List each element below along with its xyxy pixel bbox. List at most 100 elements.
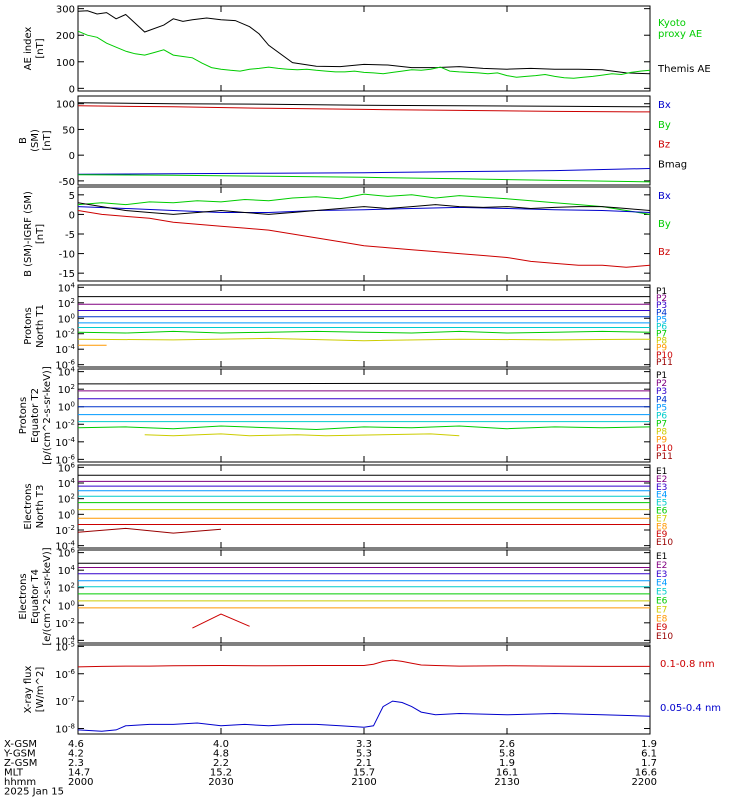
axis-row-value: 2000: [68, 777, 93, 788]
panel-electrons_e: 106 104 102 100 10-2 10-4 Electrons Equator T4[…: [18, 547, 673, 648]
y-tick-label: 102: [58, 582, 75, 595]
time-axis-table: X-GSM 4.6 4.0 3.3 2.6 1.9 Y-GSM 4.2 4.8 5.3 5.8 6.1…: [3, 739, 657, 798]
y-axis-label: Equator T2: [30, 388, 41, 443]
legend-entry: P4: [656, 308, 667, 318]
legend-entry: P5: [656, 403, 667, 413]
legend-entry: E2: [656, 561, 667, 571]
axis-row-label: X-GSM: [4, 739, 37, 750]
series-0.05-0.4-nm: [78, 700, 650, 732]
series-by: [78, 193, 650, 215]
series-0.1-0.8-nm: [78, 659, 650, 668]
legend-entry: P6: [656, 322, 667, 332]
y-tick-label: 0: [69, 151, 75, 162]
panel-xray: 10-5 10-6 10-7 10-8 X-ray flux [W/m^2] 0.1-0.8…: [23, 640, 721, 735]
y-tick-label: 100: [58, 312, 75, 325]
legend-entry: E1: [656, 467, 667, 477]
legend-entry: E3: [656, 570, 667, 580]
legend-entry: Bz: [658, 247, 670, 258]
panel-bsm: 100 50 0 -50 B (SM) [nT] Bx By Bz Bmag: [18, 95, 687, 188]
series-p8: [78, 337, 650, 342]
legend-entry: P3: [656, 301, 667, 311]
y-tick-label: 10-2: [55, 418, 75, 431]
legend-entry: E10: [656, 538, 673, 548]
legend-entry: P1: [656, 371, 667, 381]
y-tick-label: 100: [58, 401, 75, 414]
y-axis-label: Equator T4: [30, 569, 41, 624]
y-tick-label: 0: [69, 210, 75, 221]
axis-row-value: 15.2: [210, 768, 232, 779]
y-tick-label: 10-4: [55, 343, 75, 356]
y-tick-label: 106: [58, 547, 76, 560]
legend-entry: P2: [656, 294, 667, 304]
series-p1: [78, 382, 650, 385]
legend-entry: E3: [656, 483, 667, 493]
y-axis-label: B: [18, 137, 29, 144]
legend-entry: E6: [656, 597, 668, 607]
series-bz: [78, 210, 650, 268]
legend-entry: Bx: [658, 191, 671, 202]
y-axis-label: [nT]: [35, 224, 46, 244]
y-tick-label: 5: [69, 191, 75, 202]
y-tick-label: 100: [56, 100, 75, 111]
axis-row-value: 4.8: [213, 749, 229, 760]
panel-frame: [77, 464, 651, 549]
legend-entry: By: [658, 219, 671, 230]
legend-entry: P6: [656, 411, 667, 421]
series-bmag: [78, 102, 650, 108]
legend-entry: E10: [656, 632, 673, 642]
axis-row-label: Z-GSM: [4, 758, 37, 769]
y-tick-label: -50: [59, 177, 75, 188]
legend-entry: P7: [656, 330, 667, 340]
y-axis-label: X-ray flux: [23, 665, 34, 713]
y-tick-label: 300: [56, 5, 75, 16]
y-tick-label: 104: [58, 564, 76, 577]
y-axis-label: North T3: [35, 485, 46, 529]
series-bx: [78, 206, 650, 213]
legend-entry: By: [658, 120, 671, 131]
axis-row-value: 15.7: [353, 768, 375, 779]
legend-entry: Bx: [658, 100, 671, 111]
series-kyoto-proxy-ae: [78, 30, 650, 79]
axis-row-value: 4.6: [68, 739, 84, 750]
axis-row-value: 4.0: [213, 739, 229, 750]
y-tick-label: 102: [58, 383, 75, 396]
axis-row-label: Y-GSM: [3, 749, 36, 760]
y-axis-label: [nT]: [35, 38, 46, 58]
y-tick-label: 0: [69, 84, 75, 95]
panel-frame: [77, 5, 651, 92]
series-p8: [144, 433, 460, 437]
y-axis-label: B (SM)-IGRF (SM): [23, 191, 34, 277]
axis-row-value: 1.9: [499, 758, 515, 769]
legend-entry: P2: [656, 379, 667, 389]
panel-dbsm: 5 0 -5 -10 -15 B (SM)-IGRF (SM) [nT] Bx By Bz: [23, 186, 671, 282]
legend-entry: P10: [656, 351, 673, 361]
y-tick-label: 102: [58, 493, 75, 506]
legend-entry: E2: [656, 475, 667, 485]
axis-row-value: 2.2: [213, 758, 229, 769]
y-axis-label: Protons: [23, 307, 34, 344]
axis-row-value: 3.3: [356, 739, 372, 750]
legend-entry: P3: [656, 387, 667, 397]
axis-row-value: 5.8: [499, 749, 515, 760]
y-tick-label: 102: [58, 297, 75, 310]
axis-row-value: 16.6: [635, 768, 657, 779]
y-tick-label: 100: [58, 508, 75, 521]
axis-row-value: 2130: [494, 777, 519, 788]
y-tick-label: 10-4: [55, 540, 75, 553]
axis-row-label: hhmm: [4, 777, 36, 788]
panel-frame: [77, 644, 651, 735]
y-tick-label: -15: [59, 269, 75, 280]
y-tick-label: 104: [58, 281, 76, 294]
panel-frame: [77, 284, 651, 368]
y-tick-label: 10-7: [55, 695, 75, 708]
series-p7: [78, 425, 650, 431]
legend-entry: P1: [656, 287, 667, 297]
legend-entry: E7: [656, 605, 667, 615]
y-tick-label: 10-2: [55, 617, 75, 630]
y-tick-label: 10-6: [55, 668, 75, 681]
legend-entry: Bz: [658, 140, 670, 151]
legend-entry: E1: [656, 552, 667, 562]
y-tick-label: 10-8: [55, 723, 75, 736]
y-tick-label: -10: [59, 250, 75, 261]
legend-entry: 0.1-0.8 nm: [660, 659, 715, 670]
